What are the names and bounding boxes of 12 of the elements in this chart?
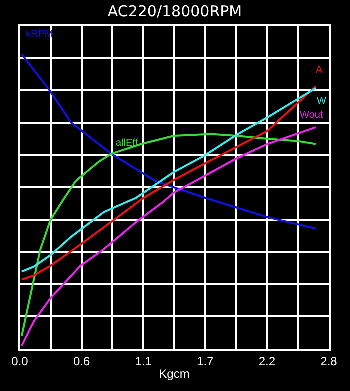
x-tick-label: 0.6 (73, 354, 90, 368)
chart-title: AC220/18000RPM (108, 2, 242, 20)
series-label: allEff (116, 138, 138, 149)
x-tick-label: 0.0 (12, 354, 29, 368)
x-tick-label: 1.1 (135, 354, 152, 368)
x-axis-title: Kgcm (159, 366, 190, 381)
series-label: Wout (300, 110, 324, 121)
x-tick-label: 2.8 (320, 354, 338, 368)
x-tick-label: 1.7 (197, 354, 214, 368)
series-label: A (316, 65, 323, 76)
x-tick-label: 2.2 (258, 354, 276, 368)
series-label: W (317, 96, 327, 107)
